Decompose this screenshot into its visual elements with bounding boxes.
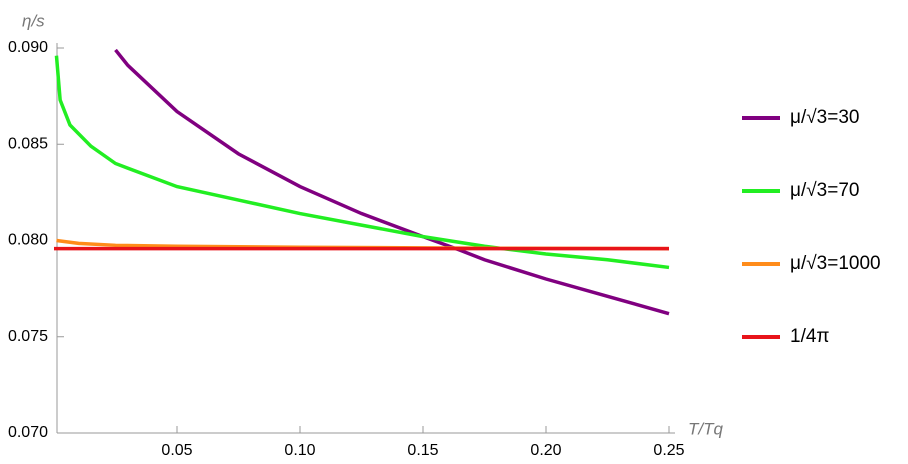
legend-label: μ/√3=1000 — [790, 253, 881, 274]
y-axis-label: η/s — [22, 11, 45, 30]
x-axis-label: T/Tq — [688, 419, 723, 438]
legend-label: 1/4π — [790, 326, 830, 347]
y-tick-label: 0.090 — [8, 39, 48, 56]
x-tick-label: 0.20 — [530, 442, 561, 459]
y-tick-label: 0.080 — [8, 232, 48, 249]
y-tick-label: 0.070 — [8, 424, 48, 441]
x-tick-label: 0.15 — [407, 442, 438, 459]
x-tick-label: 0.25 — [653, 442, 684, 459]
legend-label: μ/√3=30 — [790, 107, 859, 128]
x-tick-label: 0.05 — [161, 442, 192, 459]
x-tick-label: 0.10 — [284, 442, 315, 459]
y-tick-label: 0.085 — [8, 135, 48, 152]
series-line — [114, 48, 670, 316]
legend-label: μ/√3=70 — [790, 180, 859, 201]
y-tick-label: 0.075 — [8, 328, 48, 345]
series-line — [54, 55, 670, 270]
